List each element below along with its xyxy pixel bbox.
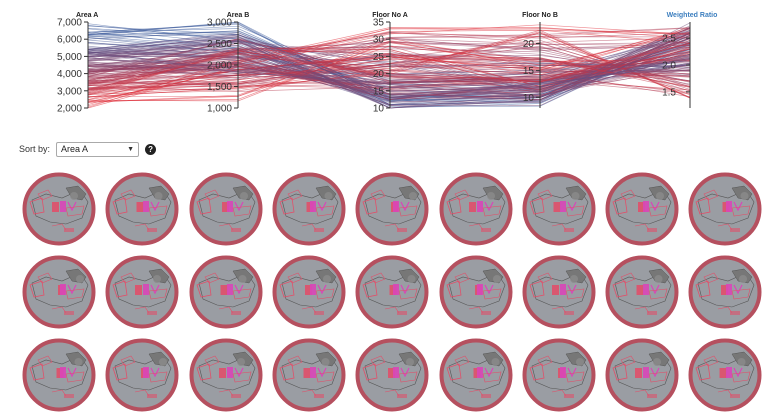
pc-tick-label: 25 xyxy=(373,52,385,63)
plan-thumbnail-graphic xyxy=(688,172,762,246)
pc-tick-label: 1.5 xyxy=(662,87,676,98)
pc-tick-label: 6,000 xyxy=(57,35,82,46)
plan-thumbnail-graphic xyxy=(355,172,429,246)
plan-thumbnail-graphic xyxy=(605,172,679,246)
plan-thumbnail[interactable] xyxy=(22,172,96,246)
pc-tick-label: 1,500 xyxy=(207,82,232,93)
pc-tick-label: 30 xyxy=(373,35,385,46)
pc-axes-group: Area A7,000 6,000 5,000 4,000 3,000 2,000 Area… xyxy=(57,12,717,115)
plan-thumbnail[interactable] xyxy=(439,255,513,329)
thumbnail-grid xyxy=(22,172,762,418)
plan-thumbnail[interactable] xyxy=(105,255,179,329)
plan-thumbnail-graphic xyxy=(22,172,96,246)
plan-thumbnail[interactable] xyxy=(605,338,679,412)
plan-thumbnail-graphic xyxy=(272,255,346,329)
plan-thumbnail-graphic xyxy=(272,172,346,246)
pc-tick-label: 1,000 xyxy=(207,104,232,115)
plan-thumbnail-graphic xyxy=(688,255,762,329)
plan-thumbnail[interactable] xyxy=(688,338,762,412)
plan-thumbnail-graphic xyxy=(189,172,263,246)
plan-thumbnail[interactable] xyxy=(439,338,513,412)
pc-lines-group xyxy=(87,21,691,109)
pc-tick-label: 20 xyxy=(523,39,535,50)
sort-bar: Sort by: Area A ▼ ? xyxy=(19,141,157,157)
pc-tick-label: 3,000 xyxy=(57,86,82,97)
plan-thumbnail-graphic xyxy=(189,338,263,412)
help-glyph: ? xyxy=(148,144,153,154)
pc-tick-label: 10 xyxy=(523,93,535,104)
pc-axis-title[interactable]: Area B xyxy=(227,12,250,19)
plan-thumbnail[interactable] xyxy=(105,172,179,246)
pc-tick-label: 4,000 xyxy=(57,69,82,80)
plan-thumbnail-graphic xyxy=(105,255,179,329)
plan-thumbnail-graphic xyxy=(22,255,96,329)
plan-thumbnail-graphic xyxy=(522,338,596,412)
plan-thumbnail[interactable] xyxy=(272,338,346,412)
question-icon[interactable]: ? xyxy=(145,143,157,155)
plan-thumbnail-graphic xyxy=(272,338,346,412)
plan-thumbnail[interactable] xyxy=(522,172,596,246)
plan-thumbnail[interactable] xyxy=(22,255,96,329)
plan-thumbnail[interactable] xyxy=(189,255,263,329)
pc-axis-title[interactable]: Floor No A xyxy=(372,12,408,19)
pc-tick-label: 2.5 xyxy=(662,34,676,45)
sort-select[interactable]: Area A ▼ xyxy=(56,141,140,157)
pc-tick-label: 2,500 xyxy=(207,39,232,50)
plan-thumbnail-graphic xyxy=(355,255,429,329)
pc-tick-label: 35 xyxy=(373,18,385,29)
parallel-coordinates-chart[interactable]: Area A7,000 6,000 5,000 4,000 3,000 2,000 Area… xyxy=(0,0,768,130)
plan-thumbnail[interactable] xyxy=(439,172,513,246)
plan-thumbnail-graphic xyxy=(605,255,679,329)
plan-thumbnail[interactable] xyxy=(522,255,596,329)
plan-thumbnail-graphic xyxy=(605,338,679,412)
pc-tick-label: 5,000 xyxy=(57,52,82,63)
sort-label: Sort by: xyxy=(19,144,51,154)
plan-thumbnail-graphic xyxy=(439,255,512,329)
pc-tick-label: 7,000 xyxy=(57,18,82,29)
plan-thumbnail[interactable] xyxy=(105,338,179,412)
plan-thumbnail[interactable] xyxy=(355,172,429,246)
plan-thumbnail-graphic xyxy=(439,338,512,412)
plan-thumbnail-graphic xyxy=(105,338,179,412)
plan-thumbnail[interactable] xyxy=(355,338,429,412)
pc-tick-label: 15 xyxy=(373,86,385,97)
plan-thumbnail[interactable] xyxy=(522,338,596,412)
plan-thumbnail-graphic xyxy=(522,255,596,329)
plan-thumbnail-graphic xyxy=(22,338,96,412)
chevron-down-icon: ▼ xyxy=(127,145,135,153)
plan-thumbnail-graphic xyxy=(439,172,512,246)
plan-thumbnail[interactable] xyxy=(272,255,346,329)
plan-thumbnail[interactable] xyxy=(189,172,263,246)
pc-tick-label: 3,000 xyxy=(207,18,232,29)
sort-select-value: Area A xyxy=(61,144,89,154)
pc-axis-title[interactable]: Floor No B xyxy=(522,12,558,19)
pc-tick-label: 15 xyxy=(523,66,535,77)
pc-tick-label: 2,000 xyxy=(207,61,232,72)
plan-thumbnail[interactable] xyxy=(22,338,96,412)
pc-tick-label: 10 xyxy=(373,104,385,115)
pc-axis-title[interactable]: Weighted Ratio xyxy=(667,12,718,19)
plan-thumbnail-graphic xyxy=(355,338,429,412)
pc-axis-title[interactable]: Area A xyxy=(76,12,98,19)
pc-tick-label: 20 xyxy=(373,69,385,80)
plan-thumbnail-graphic xyxy=(189,255,263,329)
plan-thumbnail-graphic xyxy=(688,338,762,412)
plan-thumbnail[interactable] xyxy=(605,172,679,246)
plan-thumbnail-graphic xyxy=(105,172,179,246)
pc-tick-label: 2.0 xyxy=(662,61,676,72)
plan-thumbnail[interactable] xyxy=(688,255,762,329)
plan-thumbnail[interactable] xyxy=(189,338,263,412)
plan-thumbnail-graphic xyxy=(522,172,596,246)
plan-thumbnail[interactable] xyxy=(272,172,346,246)
plan-thumbnail[interactable] xyxy=(688,172,762,246)
plan-thumbnail[interactable] xyxy=(355,255,429,329)
pc-tick-label: 2,000 xyxy=(57,104,82,115)
plan-thumbnail[interactable] xyxy=(605,255,679,329)
